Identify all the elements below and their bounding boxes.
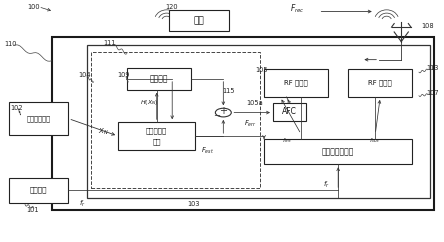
Text: AFC: AFC (282, 107, 297, 116)
Text: 109: 109 (118, 72, 130, 78)
Text: 103: 103 (187, 201, 199, 207)
Text: 111: 111 (103, 40, 115, 46)
Bar (9, 178, 68, 203)
Text: 学习单元: 学习单元 (150, 74, 168, 83)
Text: +: + (219, 106, 227, 116)
Text: 100: 100 (28, 4, 40, 10)
Bar (87, 45, 430, 198)
Bar (91, 53, 260, 188)
Text: $X_N$: $X_N$ (98, 127, 109, 137)
Text: 温度测量单元: 温度测量单元 (27, 115, 51, 122)
Text: 101: 101 (26, 207, 39, 213)
Bar (348, 69, 412, 97)
Text: −: − (213, 111, 220, 120)
Bar (264, 69, 328, 97)
Text: 107: 107 (426, 90, 439, 96)
Text: 120: 120 (165, 4, 178, 10)
Text: 115: 115 (222, 88, 235, 94)
Bar (264, 139, 412, 164)
Text: 频率估计器: 频率估计器 (146, 128, 167, 134)
Text: 105: 105 (256, 68, 268, 74)
Text: 104: 104 (79, 72, 91, 78)
Text: $F_{err}$: $F_{err}$ (244, 118, 257, 129)
Text: 晶体单元: 晶体单元 (30, 187, 48, 194)
Text: $f_{out}$: $f_{out}$ (369, 136, 381, 145)
Text: 105a: 105a (246, 100, 263, 106)
Text: 108: 108 (421, 23, 434, 29)
Text: $H(X_N)$: $H(X_N)$ (139, 98, 159, 107)
Text: 分数频率合成器: 分数频率合成器 (322, 147, 354, 156)
Bar (118, 122, 195, 150)
Text: $f_r$: $f_r$ (323, 180, 329, 190)
Text: $f_r$: $f_r$ (79, 199, 86, 209)
Text: 113: 113 (426, 65, 438, 71)
Bar (273, 103, 306, 121)
Text: 102: 102 (10, 105, 23, 111)
Text: $F_{est}$: $F_{est}$ (201, 146, 214, 156)
Bar (52, 37, 434, 210)
Text: $F_{rec}$: $F_{rec}$ (290, 3, 305, 15)
Text: 110: 110 (4, 41, 17, 47)
Text: 基站: 基站 (194, 16, 204, 25)
Text: $f_{int}$: $f_{int}$ (282, 136, 293, 145)
Bar (169, 10, 229, 31)
Bar (9, 102, 68, 136)
Text: RF 接收器: RF 接收器 (284, 80, 308, 86)
Text: 单元: 单元 (152, 138, 161, 145)
Text: RF 发送器: RF 发送器 (369, 80, 392, 86)
Bar (127, 68, 191, 90)
